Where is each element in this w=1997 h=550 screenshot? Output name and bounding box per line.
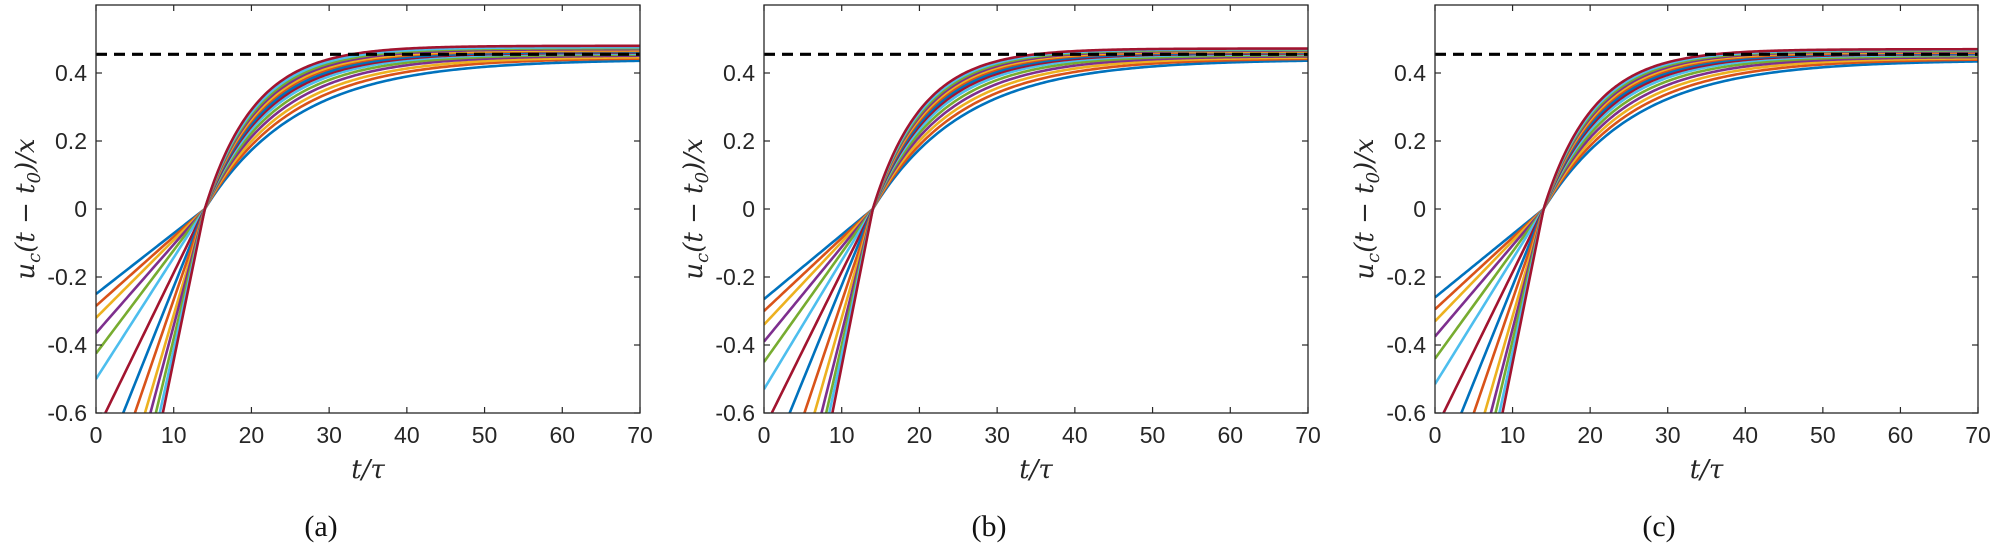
y-tick-label: -0.2 (715, 264, 755, 290)
y-tick-label: -0.6 (715, 400, 755, 426)
x-tick-label: 0 (1429, 422, 1442, 448)
x-tick-label: 70 (1295, 422, 1321, 448)
y-tick-label: -0.4 (715, 332, 755, 358)
x-tick-label: 70 (1965, 422, 1991, 448)
x-tick-label: 30 (1655, 422, 1681, 448)
series-line-14 (161, 44, 640, 413)
series-line-4 (96, 54, 640, 334)
x-tick-label: 10 (829, 422, 855, 448)
x-tick-label: 50 (1810, 422, 1836, 448)
series-line-3 (764, 56, 1308, 326)
x-tick-label: 0 (758, 422, 771, 448)
chart-panel-2: 0 10 20 30 40 50 60 70 -0.6 -0.4 -0.2 0 0.2 0.4 t/τ uc(… (679, 4, 1321, 543)
y-tick-label: -0.4 (1386, 332, 1426, 358)
series-line-1 (96, 59, 640, 296)
x-tick-label: 30 (316, 422, 342, 448)
y-tick-label: -0.2 (1386, 264, 1426, 290)
x-tick-label: 0 (90, 422, 103, 448)
y-tick-label: 0.4 (1394, 60, 1426, 86)
series-line-2 (764, 57, 1308, 312)
y-tick-label: -0.4 (47, 332, 87, 358)
x-tick-label: 70 (627, 422, 653, 448)
x-tick-label: 30 (984, 422, 1010, 448)
x-tick-label: 40 (394, 422, 420, 448)
y-tick-label: 0 (74, 196, 87, 222)
y-tick-label: 0 (742, 196, 755, 222)
y-tick-label: 0.4 (55, 60, 87, 86)
series-line-2 (96, 57, 640, 307)
panel-caption: (a) (304, 510, 337, 543)
y-tick-label: 0.2 (1394, 128, 1426, 154)
chart-panel-3: 0 10 20 30 40 50 60 70 -0.6 -0.4 -0.2 0 0.2 0.4 t/τ uc(… (1350, 4, 1991, 543)
x-tick-label: 50 (472, 422, 498, 448)
panel-caption: (c) (1642, 510, 1675, 543)
chart-panel-1: 0 10 20 30 40 50 60 70 -0.6 -0.4 -0.2 0 0.2 0.4 t/τ uc(… (11, 4, 653, 543)
series-line-2 (1435, 58, 1978, 311)
y-tick-label: -0.2 (47, 264, 87, 290)
series-line-3 (96, 56, 640, 319)
x-tick-label: 10 (161, 422, 187, 448)
x-axis-label: t/τ (1019, 455, 1053, 485)
x-tick-label: 20 (1577, 422, 1603, 448)
series-line-3 (1435, 57, 1978, 323)
series-line-14 (831, 47, 1308, 413)
series-line-14 (1501, 47, 1978, 413)
x-tick-label: 60 (549, 422, 575, 448)
panel-caption: (b) (972, 510, 1007, 543)
x-tick-label: 60 (1888, 422, 1914, 448)
x-tick-label: 10 (1500, 422, 1526, 448)
x-axis-label: t/τ (351, 455, 385, 485)
x-tick-label: 60 (1217, 422, 1243, 448)
series-line-1 (764, 59, 1308, 301)
y-tick-label: 0.2 (55, 128, 87, 154)
x-tick-label: 40 (1732, 422, 1758, 448)
y-axis-label: uc(t − t0)/x (1350, 138, 1384, 280)
x-tick-label: 40 (1062, 422, 1088, 448)
y-axis-label: uc(t − t0)/x (679, 138, 713, 280)
series-line-1 (1435, 60, 1978, 299)
x-tick-label: 20 (907, 422, 933, 448)
y-tick-label: 0.4 (723, 60, 755, 86)
x-tick-label: 20 (239, 422, 265, 448)
y-tick-label: 0.2 (723, 128, 755, 154)
y-tick-label: -0.6 (47, 400, 87, 426)
x-axis-label: t/τ (1690, 455, 1724, 485)
x-tick-label: 50 (1140, 422, 1166, 448)
y-axis-label: uc(t − t0)/x (11, 138, 45, 280)
series-line-4 (1435, 55, 1978, 338)
y-tick-label: -0.6 (1386, 400, 1426, 426)
y-tick-label: 0 (1413, 196, 1426, 222)
series-line-4 (764, 55, 1308, 343)
